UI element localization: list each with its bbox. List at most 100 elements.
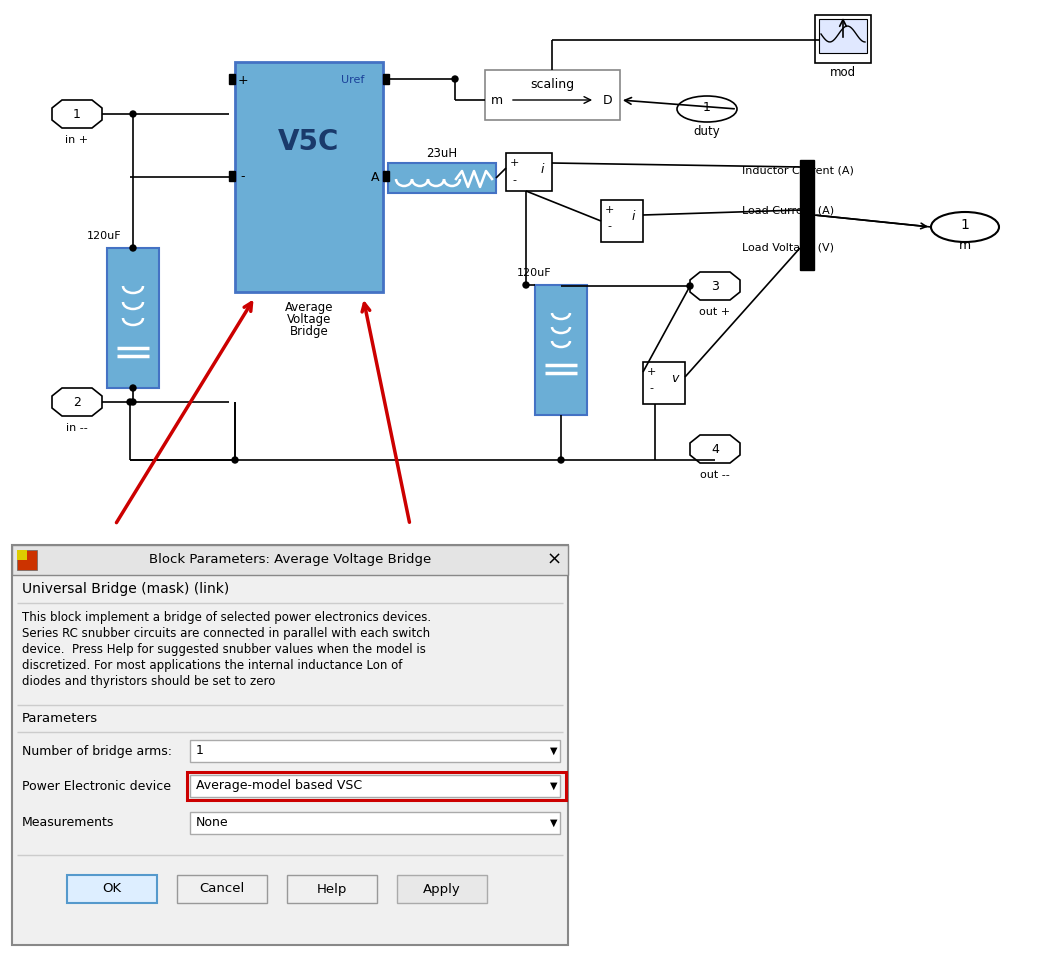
Text: 1: 1 <box>961 218 969 232</box>
Circle shape <box>232 457 238 463</box>
Text: -: - <box>649 383 653 393</box>
Text: Voltage: Voltage <box>287 313 331 325</box>
Bar <box>535 285 587 415</box>
Text: Uref: Uref <box>342 75 365 85</box>
Text: ▼: ▼ <box>550 746 557 756</box>
Text: Block Parameters: Average Voltage Bridge: Block Parameters: Average Voltage Bridge <box>149 554 431 567</box>
Text: 23uH: 23uH <box>426 146 457 160</box>
Text: Bridge: Bridge <box>290 324 328 337</box>
Bar <box>187 772 566 800</box>
Text: Series RC snubber circuits are connected in parallel with each switch: Series RC snubber circuits are connected… <box>22 626 430 640</box>
Text: ▼: ▼ <box>550 781 557 791</box>
Text: 120uF: 120uF <box>517 268 551 278</box>
Text: device.  Press Help for suggested snubber values when the model is: device. Press Help for suggested snubber… <box>22 642 426 656</box>
Text: Measurements: Measurements <box>22 816 115 830</box>
Bar <box>17 550 38 570</box>
Text: None: None <box>196 816 228 830</box>
Polygon shape <box>52 388 102 416</box>
Bar <box>67 875 157 903</box>
Text: +: + <box>604 205 614 215</box>
Text: Cancel: Cancel <box>199 882 245 896</box>
Text: duty: duty <box>694 124 720 138</box>
Text: Number of bridge arms:: Number of bridge arms: <box>22 745 172 757</box>
Circle shape <box>130 245 137 251</box>
Text: +: + <box>238 74 248 86</box>
Text: 1: 1 <box>703 100 711 114</box>
Text: This block implement a bridge of selected power electronics devices.: This block implement a bridge of selecte… <box>22 611 431 623</box>
Bar <box>800 160 814 270</box>
Text: Average: Average <box>284 300 333 314</box>
Circle shape <box>130 385 137 391</box>
Text: 1: 1 <box>196 745 204 757</box>
Polygon shape <box>52 100 102 128</box>
Polygon shape <box>690 272 740 300</box>
Polygon shape <box>690 435 740 463</box>
Text: Universal Bridge (mask) (link): Universal Bridge (mask) (link) <box>22 582 229 596</box>
Text: 2: 2 <box>73 396 81 408</box>
Text: scaling: scaling <box>530 77 574 91</box>
Bar <box>13 545 568 945</box>
Text: Average-model based VSC: Average-model based VSC <box>196 779 363 793</box>
Bar <box>485 70 620 120</box>
Text: ▼: ▼ <box>550 818 557 828</box>
Bar <box>229 74 235 84</box>
Text: diodes and thyristors should be set to zero: diodes and thyristors should be set to z… <box>22 675 275 687</box>
Bar <box>235 62 383 292</box>
Circle shape <box>130 399 137 405</box>
Text: 3: 3 <box>711 279 719 293</box>
Circle shape <box>127 399 133 405</box>
Text: m: m <box>491 94 503 106</box>
Bar <box>190 740 560 762</box>
Text: -: - <box>607 221 611 231</box>
Circle shape <box>687 283 693 289</box>
Text: Parameters: Parameters <box>22 712 98 726</box>
Text: i: i <box>540 163 544 176</box>
Bar <box>190 812 560 834</box>
Bar <box>601 200 643 242</box>
Text: V5C: V5C <box>278 128 340 156</box>
Ellipse shape <box>677 96 737 122</box>
Text: ×: × <box>546 551 562 569</box>
Text: in --: in -- <box>66 423 88 433</box>
Bar <box>819 19 867 53</box>
Text: 120uF: 120uF <box>86 231 122 241</box>
Text: Load Current (A): Load Current (A) <box>742 205 835 215</box>
Text: -: - <box>241 170 245 184</box>
Text: out +: out + <box>699 307 730 317</box>
Text: Help: Help <box>317 882 347 896</box>
Bar <box>287 875 377 903</box>
Text: 4: 4 <box>711 443 719 455</box>
Text: i: i <box>631 209 635 223</box>
Bar <box>229 171 235 181</box>
Bar <box>643 362 685 404</box>
Text: Power Electronic device: Power Electronic device <box>22 779 171 793</box>
Bar <box>388 163 496 193</box>
Text: -: - <box>512 175 516 185</box>
Text: m: m <box>959 238 971 251</box>
Bar <box>107 248 159 388</box>
Circle shape <box>130 111 137 117</box>
Text: 1: 1 <box>73 107 81 120</box>
Text: in +: in + <box>66 135 89 145</box>
Text: A: A <box>371 170 379 184</box>
Circle shape <box>523 282 529 288</box>
Bar <box>13 545 568 575</box>
Bar <box>177 875 267 903</box>
Bar <box>397 875 487 903</box>
Bar <box>383 74 389 84</box>
Circle shape <box>559 457 564 463</box>
Text: Load Voltage (V): Load Voltage (V) <box>742 243 834 253</box>
Ellipse shape <box>931 212 999 242</box>
Bar <box>190 775 560 797</box>
Text: D: D <box>603 94 613 106</box>
Text: +: + <box>510 158 519 168</box>
Text: Inductor Current (A): Inductor Current (A) <box>742 165 853 175</box>
Bar <box>17 550 27 560</box>
Text: Apply: Apply <box>423 882 461 896</box>
Text: v: v <box>671 372 678 384</box>
Text: +: + <box>646 367 655 377</box>
Text: mod: mod <box>829 66 857 78</box>
Text: discretized. For most applications the internal inductance Lon of: discretized. For most applications the i… <box>22 659 402 671</box>
Text: OK: OK <box>102 882 122 896</box>
Bar <box>506 153 552 191</box>
